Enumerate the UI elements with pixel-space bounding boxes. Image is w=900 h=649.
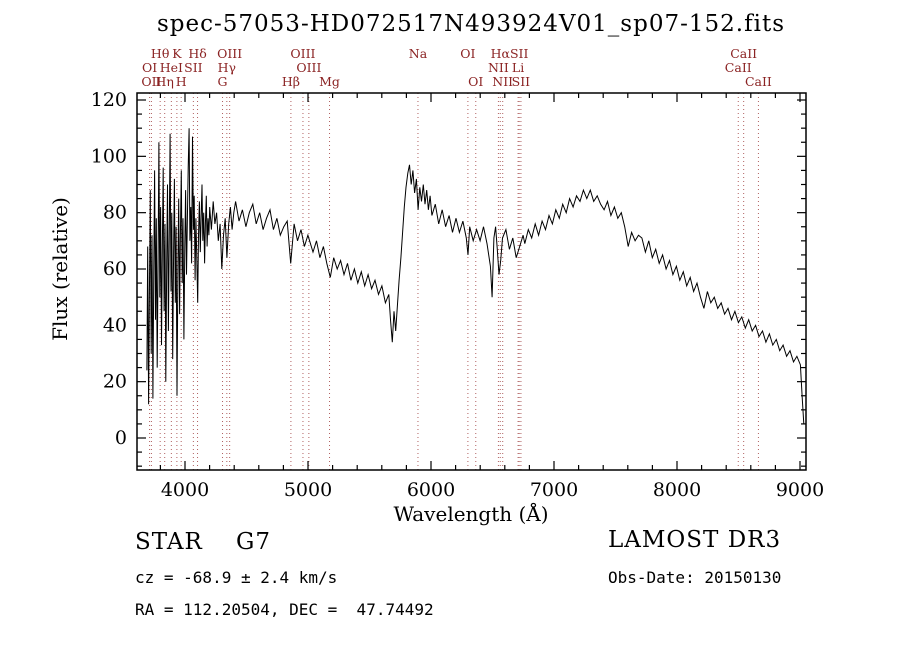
axis-ticks: [137, 93, 806, 470]
x-tick-label: 6000: [407, 479, 455, 501]
spectral-line-label: Hα: [491, 46, 511, 61]
y-tick-label: 80: [103, 202, 127, 224]
y-tick-label: 60: [103, 258, 127, 280]
x-tick-label: 9000: [776, 479, 824, 501]
spectral-line-label: G: [218, 74, 228, 89]
survey-label: LAMOST DR3: [608, 527, 782, 553]
spectrum-line: [146, 128, 805, 424]
spectral-line-label: OI: [142, 60, 157, 75]
x-tick-label: 8000: [653, 479, 701, 501]
spectral-line-label: CaII: [725, 60, 752, 75]
x-tick-label: 7000: [530, 479, 578, 501]
redshift-velocity-label: cz = -68.9 ± 2.4 km/s: [135, 568, 338, 587]
spectral-line-label: Hβ: [282, 74, 300, 89]
spectral-line-label: Li: [512, 60, 524, 75]
x-tick-label: 4000: [161, 479, 209, 501]
spectral-line-label: Mg: [319, 74, 340, 89]
spectral-line-label: SII: [510, 46, 529, 61]
spectral-line-label: OI: [468, 74, 483, 89]
y-tick-label: 120: [91, 89, 127, 111]
spectral-line-label: CaII: [745, 74, 772, 89]
obs-date-label: Obs-Date: 20150130: [608, 568, 782, 587]
spectral-line-label: OII: [141, 74, 161, 89]
spectral-line-label: Na: [409, 46, 428, 61]
spectral-line-label: SII: [512, 74, 531, 89]
spectral-line-label: OIII: [296, 60, 321, 75]
y-tick-label: 40: [103, 314, 127, 336]
y-tick-label: 0: [115, 427, 127, 449]
spectral-line-label: Hη: [156, 74, 174, 89]
y-axis-label: Flux (relative): [48, 197, 72, 341]
spectral-line-label: H: [176, 74, 187, 89]
y-tick-label: 100: [91, 145, 127, 167]
x-axis-label: Wavelength (Å): [393, 502, 549, 526]
spectral-line-label: OIII: [290, 46, 315, 61]
axes-box: [136, 92, 807, 471]
spectral-line-label: OIII: [217, 46, 242, 61]
y-tick-label: 20: [103, 371, 127, 393]
plot-title: spec-57053-HD072517N493924V01_sp07-152.f…: [156, 11, 786, 37]
spectral-line-label: Hγ: [218, 60, 236, 75]
spectral-line-label: NII: [492, 74, 513, 89]
spectral-line-label: SII: [184, 60, 203, 75]
spectral-line-label: K: [172, 46, 182, 61]
spectral-line-label: CaII: [730, 46, 757, 61]
spectral-line-label: HeI: [160, 60, 183, 75]
ra-dec-label: RA = 112.20504, DEC = 47.74492: [135, 600, 434, 619]
spectral-line-label: NII: [488, 60, 509, 75]
x-tick-label: 5000: [284, 479, 332, 501]
spectral-line-label: OI: [460, 46, 475, 61]
spectral-line-label: Hθ: [151, 46, 169, 61]
classification-label: STAR G7: [135, 529, 272, 555]
spectral-line-label: Hδ: [188, 46, 206, 61]
